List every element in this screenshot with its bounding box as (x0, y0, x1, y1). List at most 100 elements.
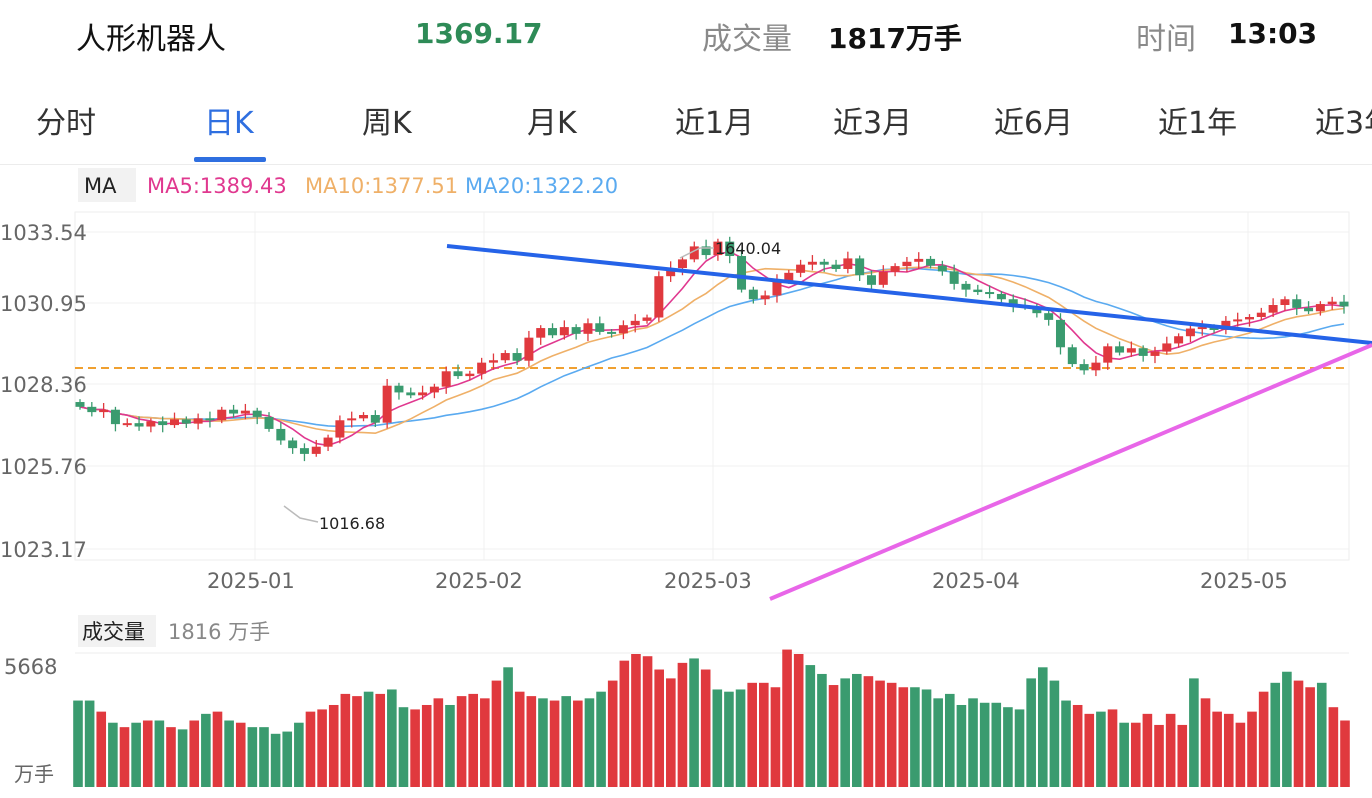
volume-bar-47 (619, 660, 630, 787)
candle-body-37 (512, 353, 522, 361)
tab-weekly-k[interactable]: 周K (362, 106, 412, 141)
volume-bar-84 (1049, 680, 1060, 787)
volume-bar-74 (933, 698, 943, 787)
y-tick-2: 1030.95 (0, 292, 87, 316)
resistance-trendline (446, 244, 1372, 345)
low-annotation-leader (283, 505, 319, 523)
candle-body-41 (559, 327, 569, 336)
volume-bar-34 (468, 693, 479, 787)
volume-bar-2 (96, 711, 107, 787)
candle-body-53 (701, 246, 711, 256)
candle-body-50 (666, 268, 676, 277)
volume-unit: 万手 (14, 762, 54, 786)
tab-monthly-k[interactable]: 月K (527, 106, 577, 141)
candle-body-30 (429, 386, 439, 393)
volume-bar-30 (421, 704, 432, 787)
candle-body-98 (1233, 319, 1243, 322)
tab-1-year[interactable]: 近1年 (1158, 106, 1238, 141)
volume-bar-14 (235, 722, 246, 787)
volume-bar-59 (759, 682, 769, 787)
tab-daily-k[interactable]: 日K (204, 106, 254, 141)
y-tick-3: 1028.36 (0, 373, 87, 397)
volume-bar-70 (886, 682, 897, 787)
volume-bar-95 (1177, 724, 1188, 787)
candle-body-12 (217, 409, 227, 421)
volume-bar-44 (584, 698, 595, 787)
volume-bar-1 (84, 700, 95, 787)
volume-bar-102 (1258, 691, 1269, 787)
candle-body-21 (323, 437, 333, 447)
volume-bar-11 (201, 713, 211, 787)
candle-body-18 (288, 440, 298, 449)
candle-body-43 (583, 323, 593, 334)
low-annotation: 1016.68 (319, 514, 385, 533)
candle-body-57 (748, 289, 758, 300)
volume-bar-45 (596, 691, 606, 787)
x-tick-1: 2025-01 (207, 569, 295, 593)
candle-body-31 (441, 371, 451, 387)
tab-intraday[interactable]: 分时 (36, 106, 96, 141)
ma20-legend: MA20:1322.20 (465, 174, 618, 198)
candle-body-9 (181, 419, 191, 424)
volume-title: 成交量 (82, 620, 145, 644)
volume-value: 1817万手 (828, 22, 962, 55)
candle-body-68 (878, 271, 888, 285)
volume-bar-18 (282, 731, 293, 787)
candle-body-47 (630, 320, 640, 326)
candle-body-81 (1032, 306, 1042, 314)
volume-bar-67 (851, 673, 862, 787)
volume-bar-100 (1235, 722, 1246, 787)
candle-body-60 (784, 272, 794, 281)
volume-bar-88 (1096, 711, 1106, 787)
y-tick-1: 1033.54 (0, 221, 87, 245)
candle-body-42 (571, 327, 581, 334)
tab-1-month[interactable]: 近1月 (675, 106, 755, 141)
tab-3-months[interactable]: 近3月 (833, 106, 913, 141)
x-tick-3: 2025-03 (664, 569, 752, 593)
volume-bar-78 (979, 702, 990, 787)
volume-bar-94 (1165, 713, 1176, 787)
volume-bar-106 (1305, 687, 1315, 787)
candle-body-10 (193, 418, 203, 424)
volume-bar-92 (1142, 713, 1153, 787)
candle-body-63 (819, 261, 829, 265)
volume-label: 成交量 (702, 22, 792, 57)
candle-body-89 (1126, 348, 1136, 353)
candle-body-7 (158, 421, 168, 426)
volume-bar-20 (305, 711, 316, 787)
price-grid (75, 212, 1349, 560)
price-plot-frame (74, 211, 1350, 561)
candle-body-44 (595, 323, 605, 332)
volume-bar-104 (1282, 671, 1292, 787)
volume-bar-69 (875, 680, 885, 787)
volume-bar-42 (561, 696, 572, 787)
volume-bar-40 (538, 698, 548, 787)
volume-bar-55 (712, 689, 723, 787)
candle-body-70 (902, 261, 912, 267)
volume-bar-9 (177, 729, 188, 787)
candle-body-11 (205, 418, 215, 421)
candle-body-82 (1044, 313, 1054, 320)
ma5-legend: MA5:1389.43 (147, 174, 287, 198)
volume-bar-8 (166, 727, 176, 787)
volume-bar-75 (944, 693, 955, 787)
candle-body-48 (642, 317, 652, 321)
tab-6-months[interactable]: 近6月 (994, 106, 1074, 141)
candle-body-27 (394, 385, 404, 393)
x-tick-5: 2025-05 (1200, 569, 1288, 593)
candle-body-71 (914, 258, 924, 262)
candle-body-35 (488, 360, 498, 363)
volume-bar-49 (642, 656, 653, 787)
candle-body-58 (760, 295, 770, 300)
volume-bar-107 (1316, 682, 1327, 787)
candle-body-100 (1256, 312, 1266, 318)
candle-body-5 (134, 423, 144, 427)
candle-body-79 (1008, 299, 1018, 306)
candle-body-2 (99, 409, 109, 413)
candle-body-105 (1315, 304, 1325, 312)
candle-body-93 (1174, 336, 1184, 344)
tab-3-years[interactable]: 近3年 (1315, 106, 1372, 141)
volume-latest: 1816 万手 (168, 620, 270, 644)
ma10-legend: MA10:1377.51 (305, 174, 458, 198)
